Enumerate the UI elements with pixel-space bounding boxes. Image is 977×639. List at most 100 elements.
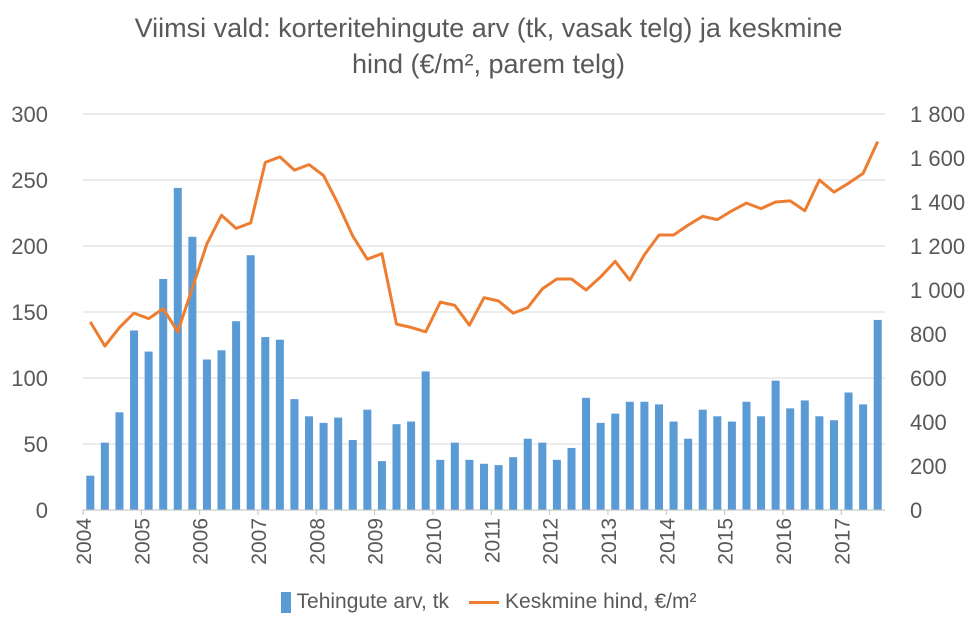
bar (479, 463, 489, 510)
bar (873, 319, 882, 510)
bar (800, 400, 809, 510)
bar (596, 422, 605, 510)
bar (465, 459, 474, 510)
bar (392, 424, 401, 510)
y-left-tick-label: 300 (11, 102, 48, 127)
x-tick-label: 2015 (715, 518, 738, 565)
bar (494, 465, 503, 510)
price-line (89, 140, 880, 348)
chart-title-line1: Viimsi vald: korteritehingute arv (tk, v… (134, 13, 843, 43)
bar (363, 409, 372, 510)
bar-series (86, 187, 882, 511)
legend-label-line: Keskmine hind, €/m² (505, 590, 697, 613)
x-tick-label: 2010 (423, 518, 446, 565)
bar (859, 404, 868, 510)
bar (538, 442, 547, 510)
y-left-tick-label: 200 (11, 234, 48, 259)
y-left-tick-label: 150 (11, 300, 48, 325)
bar (567, 447, 576, 510)
y-right-tick-label: 200 (910, 454, 947, 479)
x-tick-label: 2006 (190, 518, 213, 565)
bar (552, 459, 561, 510)
legend-label-bars: Tehingute arv, tk (296, 590, 450, 613)
gridlines (83, 113, 885, 445)
bar (654, 404, 663, 510)
bar (523, 438, 532, 510)
bar (86, 475, 95, 510)
y-left-tick-label: 50 (24, 432, 48, 457)
legend-item-line: Keskmine hind, €/m² (469, 590, 696, 614)
bar (261, 337, 270, 510)
bar (742, 401, 751, 510)
bar (509, 457, 518, 510)
y-right-tick-label: 0 (910, 498, 922, 523)
x-tick-label: 2004 (73, 518, 96, 565)
x-tick-label: 2016 (773, 518, 796, 565)
y-right-tick-label: 600 (910, 366, 947, 391)
bar (436, 459, 445, 510)
bar (275, 339, 284, 510)
axes: 0 50 100 150 200 250 300 0 200 400 600 800 1 000 1 20… (11, 102, 965, 565)
bar (159, 279, 168, 510)
bar (348, 440, 357, 510)
bar (305, 416, 314, 510)
bar (713, 416, 722, 510)
bar (640, 401, 649, 510)
y-right-tick-label: 1 600 (910, 146, 965, 171)
legend-item-bars: Tehingute arv, tk (280, 590, 450, 614)
x-tick-label: 2008 (306, 518, 329, 565)
bar (815, 416, 824, 510)
bar (757, 416, 766, 510)
bar (130, 330, 139, 510)
bar (217, 350, 226, 510)
chart-title: Viimsi vald: korteritehingute arv (tk, v… (0, 10, 977, 82)
x-tick-label: 2011 (481, 518, 504, 563)
x-tick-label: 2014 (656, 518, 679, 565)
bar (727, 421, 736, 510)
x-tick-label: 2005 (131, 518, 154, 565)
bar (684, 438, 693, 510)
chart-title-line2: hind (€/m², parem telg) (351, 49, 626, 79)
line-series (89, 140, 880, 348)
y-right-tick-label: 1 800 (910, 102, 965, 127)
bar (407, 421, 416, 510)
y-right-tick-label: 800 (910, 322, 947, 347)
x-tick-label: 2007 (248, 518, 271, 565)
bar (144, 351, 153, 510)
bar (173, 187, 182, 511)
x-tick-label: 2013 (598, 518, 621, 565)
bar (611, 413, 620, 510)
bar (377, 461, 386, 510)
bar (421, 371, 430, 510)
y-right-tick-label: 1 400 (910, 190, 965, 215)
x-tick-label: 2017 (831, 518, 854, 565)
bar (625, 401, 634, 510)
y-right-tick-label: 400 (910, 410, 947, 435)
bar (319, 422, 328, 510)
legend: Tehingute arv, tk Keskmine hind, €/m² (0, 590, 977, 614)
y-right-tick-label: 1 000 (910, 278, 965, 303)
x-tick-label: 2009 (365, 518, 388, 565)
bar (829, 420, 838, 510)
bar (582, 397, 591, 510)
bar (844, 392, 853, 510)
bar (334, 417, 343, 510)
bar (115, 412, 124, 510)
bar (669, 421, 678, 510)
legend-swatch-bars (280, 591, 291, 613)
bar (786, 408, 795, 510)
legend-swatch-line (469, 600, 500, 604)
y-right-tick-label: 1 200 (910, 234, 965, 259)
y-left-tick-label: 250 (11, 168, 48, 193)
bar (771, 380, 780, 510)
y-left-tick-label: 0 (36, 498, 48, 523)
bar (450, 442, 459, 510)
y-left-tick-label: 100 (11, 366, 48, 391)
bar (698, 409, 707, 510)
bar (246, 255, 255, 510)
bar (188, 236, 197, 510)
bar (100, 442, 109, 510)
bar (290, 399, 299, 510)
bar (232, 321, 241, 510)
